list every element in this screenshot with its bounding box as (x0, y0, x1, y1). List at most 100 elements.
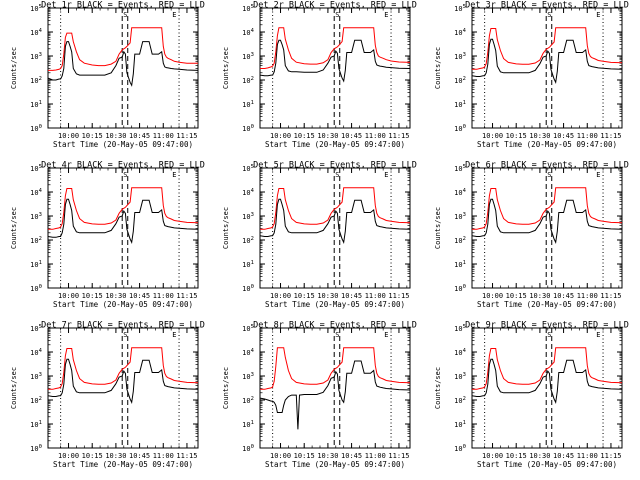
x-tick-label: 11:00 (365, 292, 386, 300)
top-marker-label: E (172, 331, 176, 339)
y-tick-label: 100 (242, 444, 254, 453)
y-tick-label: 103 (30, 372, 42, 381)
panel-8: Det 8r BLACK = Events, RED = LLD Counts/s… (222, 321, 417, 470)
y-tick-label: 105 (30, 324, 42, 333)
series-lld-line (472, 347, 623, 390)
y-tick-label: 105 (30, 4, 42, 13)
x-tick-label: 10:45 (129, 132, 150, 140)
panel-title: Det 3r BLACK = Events, RED = LLD (465, 1, 629, 11)
x-tick-label: 10:00 (58, 132, 79, 140)
top-marker-label: E (384, 11, 388, 19)
y-tick-label: 101 (454, 260, 466, 269)
y-tick-label: 100 (30, 124, 42, 133)
x-tick-label: 10:00 (270, 292, 291, 300)
y-axis-label: Counts/sec (10, 47, 18, 89)
plot-frame (259, 327, 411, 449)
y-tick-label: 104 (242, 28, 254, 37)
y-axis-label: Counts/sec (222, 207, 230, 249)
y-tick-label: 105 (454, 164, 466, 173)
y-tick-label: 103 (454, 52, 466, 61)
x-tick-label: 11:00 (365, 132, 386, 140)
top-marker-label: S (123, 331, 127, 339)
x-tick-label: 10:45 (553, 452, 574, 460)
top-marker-label: E (384, 171, 388, 179)
top-marker-label: S (335, 331, 339, 339)
y-axis-label: Counts/sec (222, 367, 230, 409)
plot-frame (259, 7, 411, 129)
x-tick-label: 10:45 (341, 452, 362, 460)
y-tick-label: 101 (454, 420, 466, 429)
y-tick-label: 105 (242, 4, 254, 13)
panel-title: Det 5r BLACK = Events, RED = LLD (253, 161, 417, 171)
x-tick-label: 11:00 (153, 292, 174, 300)
x-tick-label: 10:30 (529, 132, 550, 140)
x-tick-label: 11:15 (176, 132, 197, 140)
y-axis-label: Counts/sec (434, 47, 442, 89)
y-tick-label: 100 (242, 284, 254, 293)
plot-frame (47, 327, 199, 449)
y-tick-label: 104 (454, 348, 466, 357)
series-events-line (47, 358, 199, 404)
y-tick-label: 101 (242, 420, 254, 429)
panel-6: Det 6r BLACK = Events, RED = LLD Counts/s… (434, 161, 629, 310)
plot-frame (259, 167, 411, 289)
x-axis-label: Start Time (20-May-05 09:47:00) (53, 140, 193, 149)
x-tick-label: 11:15 (176, 452, 197, 460)
y-tick-label: 101 (30, 260, 42, 269)
x-tick-label: 11:00 (577, 132, 598, 140)
top-marker-label: E (172, 171, 176, 179)
y-axis-label: Counts/sec (10, 367, 18, 409)
x-tick-label: 10:15 (506, 452, 527, 460)
x-tick-label: 11:15 (176, 292, 197, 300)
y-tick-label: 101 (30, 420, 42, 429)
x-tick-label: 10:45 (341, 292, 362, 300)
x-tick-label: 11:00 (577, 292, 598, 300)
x-tick-label: 10:30 (317, 452, 338, 460)
x-tick-label: 10:30 (529, 292, 550, 300)
panel-2: Det 2r BLACK = Events, RED = LLD Counts/s… (222, 1, 417, 150)
y-tick-label: 103 (242, 372, 254, 381)
x-tick-label: 11:00 (153, 132, 174, 140)
series-events-line (259, 360, 411, 430)
y-tick-label: 102 (454, 396, 466, 405)
y-tick-label: 103 (242, 212, 254, 221)
x-tick-label: 11:15 (600, 132, 621, 140)
y-tick-label: 105 (454, 4, 466, 13)
y-tick-label: 102 (242, 396, 254, 405)
y-tick-label: 105 (30, 164, 42, 173)
x-tick-label: 10:45 (553, 292, 574, 300)
series-events-line (471, 38, 623, 84)
top-marker-label: S (123, 171, 127, 179)
x-tick-label: 10:15 (506, 292, 527, 300)
panel-title: Det 2r BLACK = Events, RED = LLD (253, 1, 417, 11)
top-marker-label: S (547, 171, 551, 179)
y-tick-label: 103 (454, 372, 466, 381)
top-marker-label: E (596, 11, 600, 19)
x-tick-label: 11:15 (600, 292, 621, 300)
x-tick-label: 10:30 (105, 452, 126, 460)
x-tick-label: 10:30 (529, 452, 550, 460)
panel-title: Det 4r BLACK = Events, RED = LLD (41, 161, 205, 171)
series-lld-line (260, 27, 411, 69)
y-tick-label: 102 (242, 236, 254, 245)
x-tick-label: 10:45 (129, 452, 150, 460)
plot-frame (471, 167, 623, 289)
panel-7: Det 7r BLACK = Events, RED = LLD Counts/s… (10, 321, 205, 470)
series-lld-line (260, 347, 411, 390)
y-tick-label: 105 (242, 324, 254, 333)
panel-title: Det 6r BLACK = Events, RED = LLD (465, 161, 629, 171)
x-tick-label: 11:00 (577, 452, 598, 460)
y-tick-label: 102 (30, 396, 42, 405)
x-tick-label: 10:30 (317, 132, 338, 140)
y-tick-label: 100 (30, 284, 42, 293)
x-tick-label: 10:15 (82, 452, 103, 460)
y-tick-label: 100 (454, 284, 466, 293)
panel-9: Det 9r BLACK = Events, RED = LLD Counts/s… (434, 321, 629, 470)
panel-4: Det 4r BLACK = Events, RED = LLD Counts/s… (10, 161, 205, 310)
x-axis-label: Start Time (20-May-05 09:47:00) (477, 460, 617, 469)
x-tick-label: 10:15 (294, 452, 315, 460)
series-lld-line (472, 187, 623, 230)
x-tick-label: 10:15 (294, 292, 315, 300)
y-tick-label: 100 (454, 124, 466, 133)
